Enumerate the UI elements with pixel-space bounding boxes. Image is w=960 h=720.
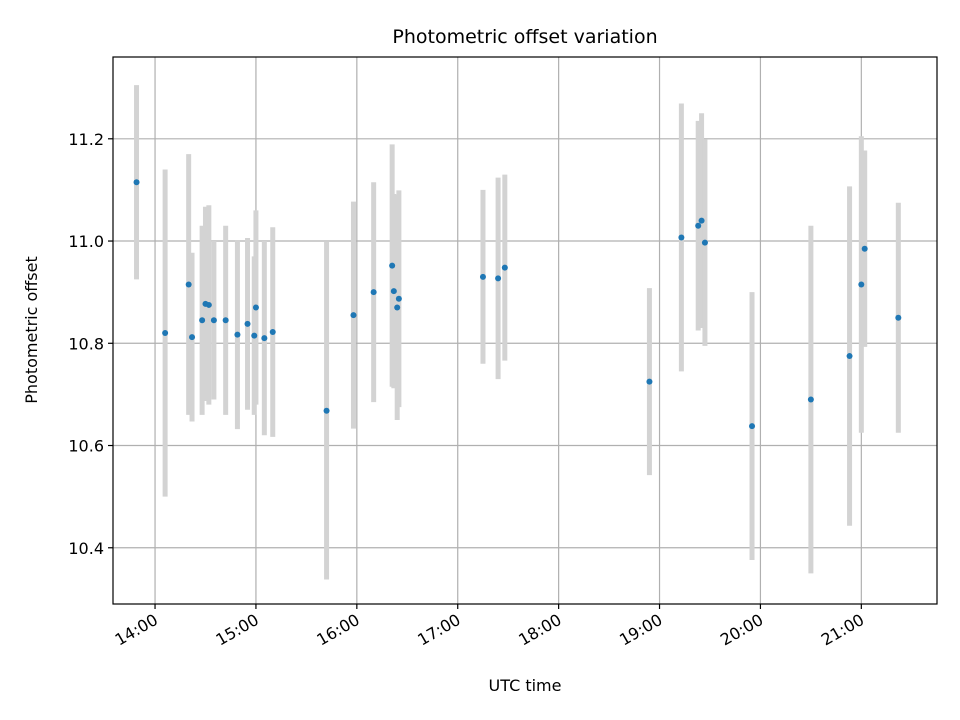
data-point [370,289,377,296]
data-point [698,217,705,224]
data-point [646,378,653,385]
error-bars [134,85,901,580]
data-point [858,281,865,288]
grid-lines [113,57,937,604]
data-point [479,273,486,280]
chart-title: Photometric offset variation [392,26,657,48]
data-point [210,317,217,324]
data-point [695,222,702,229]
y-tick-label: 10.4 [68,539,104,558]
data-point [895,314,902,321]
x-tick-label: 19:00 [616,610,665,650]
data-point [846,353,853,360]
y-axis-ticks: 10.4 10.6 10.8 11.0 11.2 [68,130,113,558]
data-point [252,304,259,311]
y-axis-title: Photometric offset [22,256,41,404]
data-point [222,317,229,324]
x-axis-ticks: 14:00 15:00 16:00 17:00 18:00 19:00 20:00 21:00 [112,604,867,650]
data-point [205,301,212,308]
data-point [162,330,169,337]
data-point [501,264,508,271]
data-point [678,234,685,241]
y-tick-label: 11.2 [68,130,104,149]
y-tick-label: 11.0 [68,232,104,251]
data-point [395,295,402,302]
data-point [701,239,708,246]
data-point [234,331,241,338]
data-point [185,281,192,288]
data-point [495,275,502,282]
data-point [199,317,206,324]
data-point [389,262,396,269]
x-axis-title: UTC time [489,676,562,695]
x-tick-label: 21:00 [818,610,867,650]
data-point [350,312,357,319]
data-point [189,334,196,341]
data-point [251,332,258,339]
x-tick-label: 14:00 [112,610,161,650]
data-point [861,245,868,252]
x-tick-label: 17:00 [414,610,463,650]
data-point [269,329,276,336]
data-point [749,423,756,430]
y-tick-label: 10.6 [68,437,104,456]
data-point [244,320,251,327]
data-point [807,396,814,403]
data-points [133,179,902,430]
x-tick-label: 18:00 [515,610,564,650]
x-tick-label: 20:00 [717,610,766,650]
x-tick-label: 15:00 [213,610,262,650]
x-tick-label: 16:00 [313,610,362,650]
data-point [390,288,397,295]
plot-frame [112,56,938,605]
y-tick-label: 10.8 [68,334,104,353]
data-point [394,304,401,311]
data-point [323,407,330,414]
data-point [261,335,268,342]
data-point [133,179,140,186]
